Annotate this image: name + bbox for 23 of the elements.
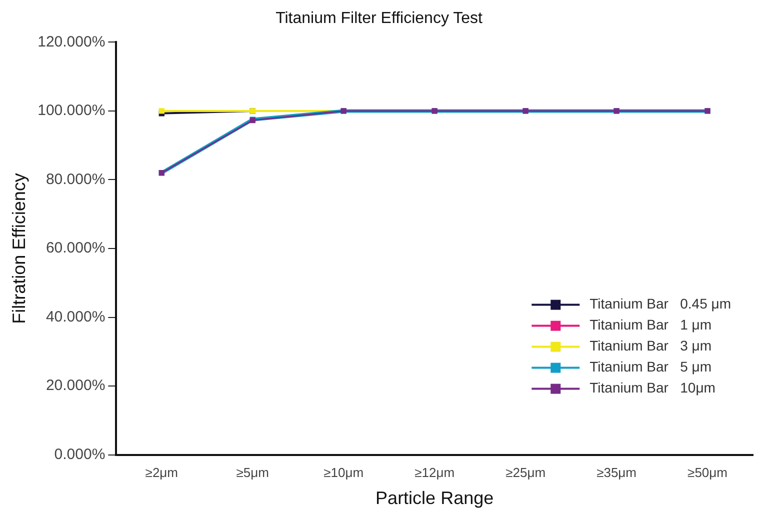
x-axis-title: Particle Range — [376, 488, 494, 508]
y-tick-label: 80.000% — [46, 170, 106, 188]
y-tick-label: 0.000% — [54, 446, 106, 463]
legend-label: Titanium Bar 3 μm — [590, 338, 712, 354]
y-tick-label: 100.000% — [38, 102, 106, 120]
x-tick-label: ≥5μm — [236, 465, 269, 480]
x-tick-label: ≥35μm — [596, 465, 636, 480]
y-tick-label: 60.000% — [46, 240, 106, 257]
legend-label: Titanium Bar 10μm — [590, 380, 716, 396]
legend-label: Titanium Bar 1 μm — [590, 316, 712, 333]
x-tick-label: ≥25μm — [506, 465, 546, 480]
legend-label: Titanium Bar 0.45 μm — [590, 296, 731, 312]
x-tick-label: ≥12μm — [414, 465, 455, 480]
x-tick-label: ≥10μm — [324, 465, 364, 480]
y-tick-label: 120.000% — [38, 33, 106, 50]
chart-title: Titanium Filter Efficiency Test — [276, 10, 483, 28]
x-tick-label: ≥2μm — [145, 465, 178, 480]
y-axis-title: Filtration Efficiency — [8, 173, 29, 324]
legend-label: Titanium Bar 5 μm — [590, 358, 712, 375]
y-tick-label: 40.000% — [46, 308, 106, 326]
y-tick-label: 20.000% — [46, 377, 106, 394]
x-tick-label: ≥50μm — [688, 465, 728, 480]
point — [158, 108, 164, 114]
